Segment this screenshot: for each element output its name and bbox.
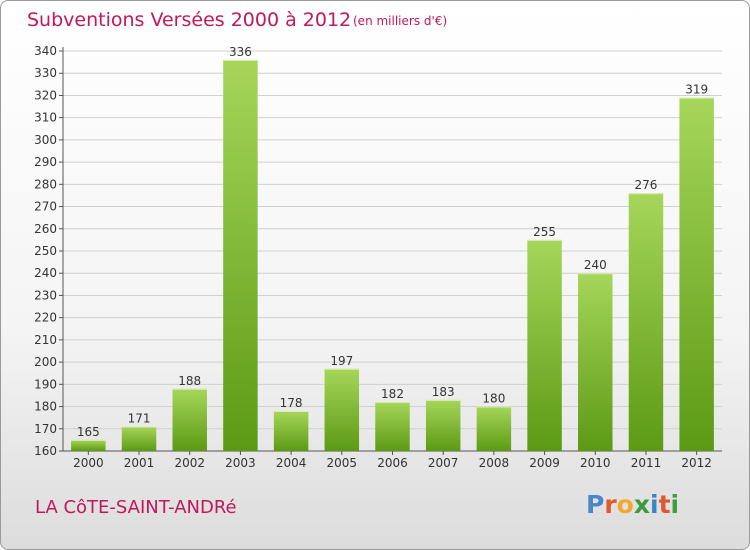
y-tick-label: 340 — [34, 44, 57, 58]
logo-letter: i — [670, 490, 680, 519]
proxiti-logo[interactable]: Proxiti — [586, 490, 679, 519]
x-tick-label: 2002 — [174, 456, 205, 470]
data-label: 188 — [178, 374, 201, 388]
y-tick-label: 270 — [34, 200, 57, 214]
y-tick-label: 170 — [34, 422, 57, 436]
data-label: 171 — [128, 412, 151, 426]
bar-2007 — [425, 399, 461, 451]
data-label: 276 — [635, 178, 658, 192]
logo-letter: P — [586, 490, 605, 519]
bar-2011 — [628, 193, 664, 451]
data-label: 197 — [330, 354, 353, 368]
y-tick-label: 300 — [34, 133, 57, 147]
chart-title: Subventions Versées 2000 à 2012 — [27, 9, 352, 31]
bar-2002 — [172, 388, 207, 451]
y-tick-label: 280 — [34, 177, 57, 191]
y-tick-label: 230 — [34, 288, 57, 302]
y-tick-label: 160 — [34, 444, 57, 458]
bar-2003 — [223, 59, 258, 452]
data-label: 165 — [77, 425, 100, 439]
y-tick-label: 320 — [34, 88, 57, 102]
data-label: 182 — [381, 387, 404, 401]
logo-letter: t — [658, 490, 671, 519]
logo-letter: r — [604, 490, 617, 519]
data-label: 319 — [685, 83, 708, 97]
y-tick-label: 330 — [34, 66, 57, 80]
x-tick-label: 2000 — [73, 456, 104, 470]
y-tick-label: 290 — [34, 155, 57, 169]
data-label: 336 — [229, 45, 252, 59]
labels: 160 170 180 190 200 210 220 230 240 250 260 270 280 2… — [34, 44, 712, 470]
x-tick-label: 2012 — [681, 456, 712, 470]
bar-2001 — [121, 426, 157, 451]
data-label: 180 — [482, 392, 505, 406]
bars — [71, 59, 714, 452]
chart-subtitle: (en milliers d'€) — [353, 14, 448, 28]
x-tick-label: 2005 — [327, 456, 358, 470]
bar-2009 — [527, 239, 562, 451]
logo-letter: o — [616, 490, 634, 519]
data-label: 178 — [280, 396, 303, 410]
x-tick-label: 2009 — [529, 456, 560, 470]
y-tick-label: 210 — [34, 333, 57, 347]
bar-2012 — [679, 97, 714, 452]
data-label: 255 — [533, 225, 556, 239]
y-tick-label: 310 — [34, 111, 57, 125]
x-tick-label: 2008 — [479, 456, 510, 470]
bar-2005 — [324, 368, 360, 451]
x-tick-label: 2006 — [377, 456, 408, 470]
bar-2010 — [578, 273, 613, 451]
y-tick-label: 240 — [34, 266, 57, 280]
x-tick-label: 2001 — [124, 456, 155, 470]
y-tick-label: 260 — [34, 222, 57, 236]
x-tick-label: 2004 — [276, 456, 307, 470]
x-tick-label: 2011 — [631, 456, 662, 470]
y-tick-label: 190 — [34, 377, 57, 391]
bar-2006 — [375, 402, 410, 451]
bar-2004 — [273, 411, 309, 451]
y-tick-label: 200 — [34, 355, 57, 369]
bar-2000 — [71, 439, 106, 451]
data-label: 183 — [432, 385, 455, 399]
bar-2008 — [476, 406, 512, 451]
data-label: 240 — [584, 258, 607, 272]
y-tick-label: 180 — [34, 400, 57, 414]
x-tick-label: 2003 — [225, 456, 256, 470]
x-tick-label: 2010 — [580, 456, 611, 470]
commune-name: LA CôTE-SAINT-ANDRé — [35, 497, 237, 518]
logo-letter: i — [650, 490, 659, 519]
y-tick-label: 220 — [34, 311, 57, 325]
logo-letter: x — [633, 490, 650, 519]
x-tick-label: 2007 — [428, 456, 459, 470]
y-tick-label: 250 — [34, 244, 57, 258]
